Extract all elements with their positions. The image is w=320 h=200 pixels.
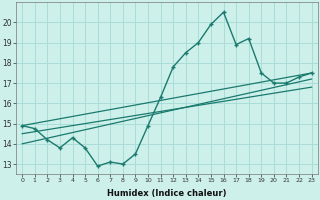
X-axis label: Humidex (Indice chaleur): Humidex (Indice chaleur) [107,189,227,198]
